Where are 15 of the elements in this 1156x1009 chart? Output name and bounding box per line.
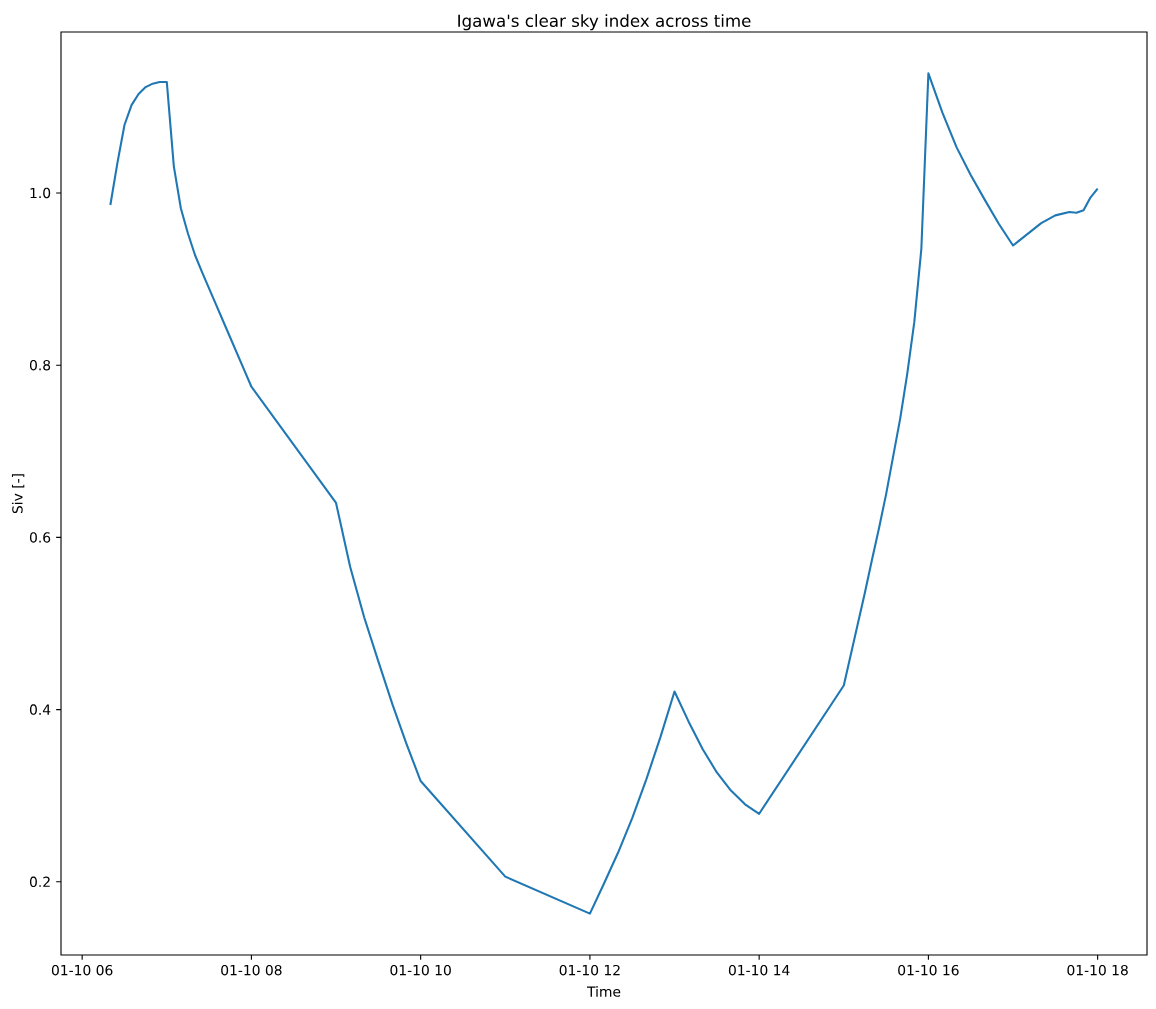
y-tick-label: 1.0 [30, 187, 51, 199]
x-tick-label: 01-10 18 [1067, 964, 1128, 976]
y-tick-label: 0.8 [29, 359, 51, 371]
y-axis-title: Siv [-] [11, 474, 25, 514]
x-tick-label: 01-10 16 [898, 964, 959, 976]
x-axis-title: Time [587, 986, 621, 997]
y-tick-label: 0.4 [29, 704, 51, 715]
y-tick-label: 0.6 [29, 532, 51, 543]
x-tick-label: 01-10 08 [221, 964, 282, 976]
x-tick-label: 01-10 10 [390, 964, 451, 976]
x-tick-label: 01-10 06 [51, 964, 113, 976]
x-tick-label: 01-10 14 [728, 964, 790, 976]
chart-title: Igawa's clear sky index across time [458, 14, 751, 31]
x-tick-label: 01-10 12 [559, 964, 620, 976]
y-tick-label: 0.2 [29, 876, 50, 888]
